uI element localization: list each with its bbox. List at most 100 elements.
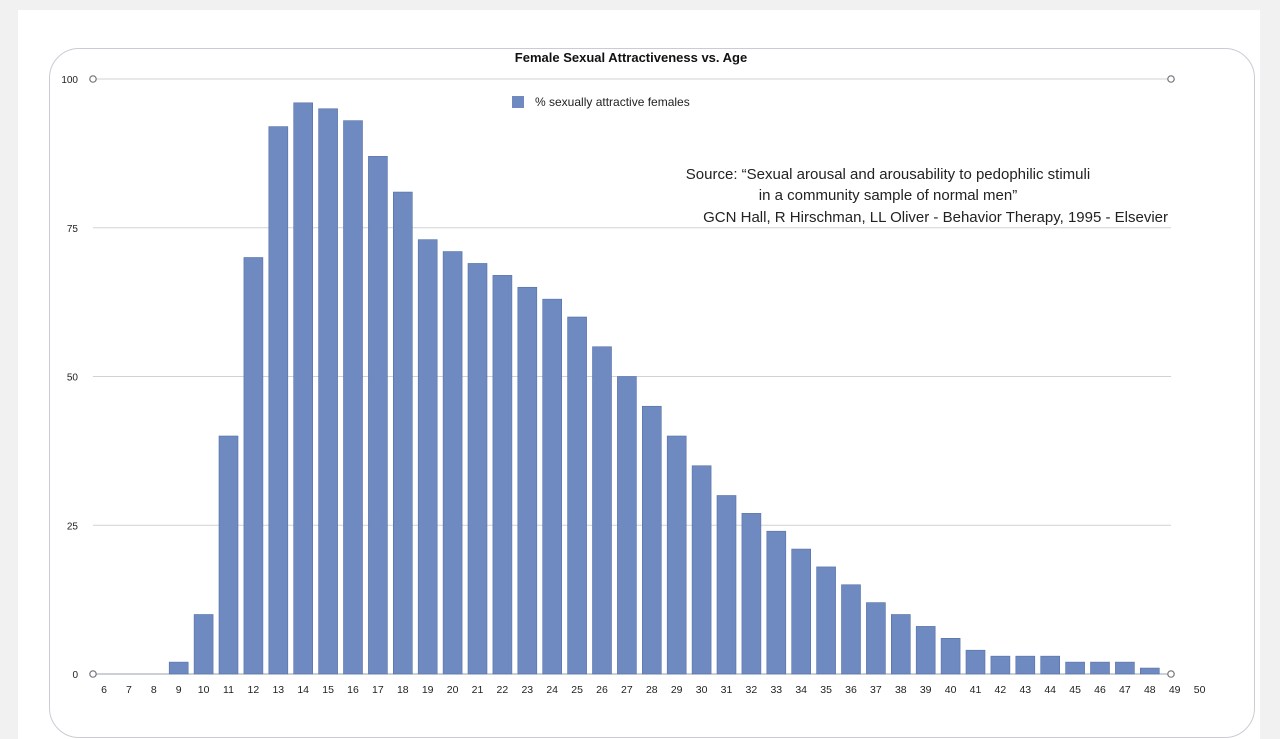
bar-age-19 (417, 239, 438, 675)
x-tick-label: 7 (126, 684, 132, 696)
bar-age-36 (841, 584, 861, 675)
y-tick-label: 25 (67, 521, 79, 532)
bar-age-46 (1090, 661, 1110, 675)
bar-age-30 (691, 465, 712, 675)
bar-age-24 (542, 298, 563, 675)
axis-endpoint-marker (1167, 75, 1175, 83)
x-tick-label: 11 (223, 684, 234, 696)
bar-age-11 (218, 435, 239, 675)
x-tick-label: 48 (1144, 684, 1156, 696)
chart-legend: % sexually attractive females (512, 95, 690, 109)
x-tick-label: 6 (101, 684, 107, 696)
bar-age-33 (766, 530, 787, 675)
x-tick-label: 10 (198, 684, 210, 696)
bar-age-14 (293, 102, 314, 675)
y-tick-label: 75 (67, 224, 79, 235)
axis-endpoint-marker (1167, 670, 1175, 678)
bar-age-29 (666, 435, 687, 675)
x-tick-label: 35 (820, 684, 832, 696)
x-tick-label: 26 (596, 684, 608, 696)
x-tick-label: 25 (571, 684, 583, 696)
source-line-2: in a community sample of normal men” (759, 187, 1017, 204)
source-line-3: GCN Hall, R Hirschman, LL Oliver - Behav… (703, 209, 1168, 226)
bar-age-22 (492, 275, 513, 675)
bar-age-17 (368, 156, 388, 675)
bar-age-26 (592, 346, 612, 675)
bar-age-12 (243, 257, 264, 675)
bar-age-38 (890, 614, 911, 675)
x-tick-label: 27 (621, 684, 633, 696)
x-tick-label: 46 (1094, 684, 1106, 696)
x-tick-label: 36 (845, 684, 857, 696)
y-tick-label: 50 (67, 373, 79, 384)
source-annotation: Source: “Sexual arousal and arousability… (686, 166, 1168, 226)
x-tick-label: 13 (272, 684, 284, 696)
x-tick-label: 15 (322, 684, 334, 696)
x-tick-label: 50 (1194, 684, 1206, 696)
bar-age-15 (318, 108, 338, 675)
bar-age-45 (1065, 661, 1085, 675)
bar-age-48 (1140, 667, 1160, 675)
bar-age-20 (442, 251, 463, 675)
bar-age-47 (1115, 661, 1135, 675)
x-tick-label: 24 (546, 684, 558, 696)
x-tick-label: 47 (1119, 684, 1131, 696)
x-tick-label: 8 (151, 684, 157, 696)
bar-age-40 (940, 637, 961, 675)
x-tick-label: 33 (770, 684, 782, 696)
bar-age-9 (168, 661, 189, 675)
bar-age-25 (567, 316, 587, 675)
bar-age-13 (268, 126, 289, 675)
x-tick-label: 42 (995, 684, 1007, 696)
bar-age-31 (716, 495, 737, 675)
x-tick-label: 22 (497, 684, 509, 696)
x-tick-label: 16 (347, 684, 359, 696)
x-tick-label: 29 (671, 684, 683, 696)
legend-label: % sexually attractive females (535, 95, 690, 109)
x-tick-label: 12 (248, 684, 260, 696)
bar-age-32 (741, 513, 762, 675)
x-tick-label: 39 (920, 684, 932, 696)
bar-age-42 (990, 655, 1011, 675)
x-tick-label: 19 (422, 684, 434, 696)
x-tick-label: 45 (1069, 684, 1081, 696)
bar-age-37 (866, 602, 886, 675)
bar-age-10 (193, 614, 214, 675)
bar-age-43 (1015, 655, 1036, 675)
bar-age-27 (617, 376, 637, 675)
x-tick-label: 32 (746, 684, 758, 696)
x-tick-label: 34 (795, 684, 807, 696)
bar-age-39 (915, 626, 936, 675)
x-tick-label: 38 (895, 684, 907, 696)
bar-age-41 (965, 649, 986, 675)
x-tick-label: 30 (696, 684, 708, 696)
bar-age-21 (467, 263, 488, 675)
x-tick-label: 20 (447, 684, 459, 696)
bar-age-28 (641, 405, 662, 675)
axis-endpoint-marker (89, 75, 97, 83)
y-tick-label: 0 (72, 670, 78, 681)
x-tick-label: 37 (870, 684, 882, 696)
legend-swatch (512, 96, 524, 108)
x-tick-label: 18 (397, 684, 409, 696)
bar-age-16 (343, 120, 363, 675)
x-tick-label: 31 (721, 684, 733, 696)
bar-age-18 (392, 191, 413, 675)
bar-age-34 (791, 548, 812, 675)
x-tick-label: 41 (970, 684, 982, 696)
bar-age-23 (517, 286, 538, 675)
x-tick-label: 21 (472, 684, 484, 696)
bar-age-44 (1040, 655, 1060, 675)
x-tick-label: 49 (1169, 684, 1181, 696)
x-tick-label: 9 (176, 684, 182, 696)
bar-age-35 (816, 566, 836, 675)
x-tick-label: 28 (646, 684, 658, 696)
x-tick-label: 23 (521, 684, 533, 696)
axis-endpoint-marker (89, 670, 97, 678)
chart-title: Female Sexual Attractiveness vs. Age (515, 50, 747, 65)
x-tick-label: 43 (1019, 684, 1031, 696)
y-tick-label: 100 (61, 75, 78, 86)
x-tick-label: 14 (297, 684, 309, 696)
x-tick-label: 44 (1044, 684, 1056, 696)
